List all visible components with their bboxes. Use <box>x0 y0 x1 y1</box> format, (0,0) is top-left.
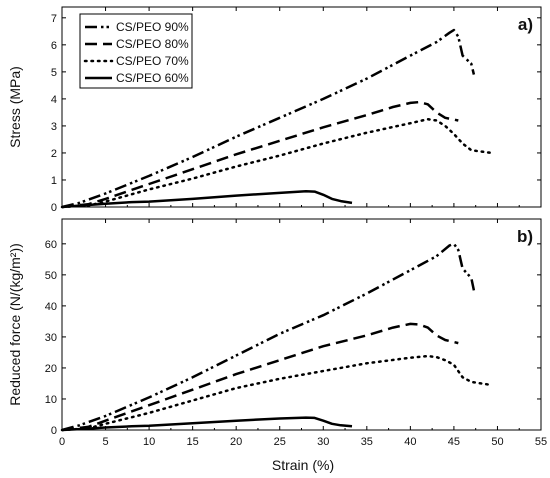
legend-entry: CS/PEO 60% <box>116 71 189 85</box>
panel-a: 0 1 2 3 4 5 6 7 Stress (MPa) a) CS/PEO 90% CS/PEO 8… <box>7 6 542 214</box>
x-tick-label: 15 <box>187 436 199 448</box>
y-tick-label: 50 <box>45 270 57 282</box>
x-tick-label: 10 <box>143 436 155 448</box>
panel-b: 0 5 10 15 20 25 30 35 40 45 50 55 0 10 20 30 40 50 60 Reduc… <box>7 218 547 448</box>
y-tick-label: 2 <box>51 148 57 160</box>
y-tick-label: 4 <box>51 94 57 106</box>
y-tick-label: 7 <box>51 13 57 25</box>
x-axis-label: Strain (%) <box>272 457 334 473</box>
y-tick-label: 30 <box>45 332 57 344</box>
y-axis-label: Reduced force (N/(kg/m²)) <box>7 243 23 406</box>
y-tick-label: 60 <box>45 239 57 251</box>
legend-entry: CS/PEO 90% <box>116 20 189 34</box>
x-tick-label: 25 <box>274 436 286 448</box>
y-tick-label: 10 <box>45 394 57 406</box>
x-tick-label: 50 <box>491 436 503 448</box>
x-tick-label: 30 <box>317 436 329 448</box>
legend-entry: CS/PEO 80% <box>116 37 189 51</box>
x-tick-label: 45 <box>448 436 460 448</box>
y-tick-label: 1 <box>51 175 57 187</box>
panel-label: b) <box>517 227 533 246</box>
series-line-cs-peo-80 <box>61 100 459 209</box>
series-line-cs-peo-60 <box>61 190 353 209</box>
x-tick-label: 0 <box>59 436 65 448</box>
y-tick-label: 3 <box>51 121 57 133</box>
x-tick-label: 20 <box>230 436 242 448</box>
y-tick-label: 0 <box>51 425 57 437</box>
series-line-cs-peo-60 <box>61 416 353 432</box>
legend-entry: CS/PEO 70% <box>116 54 189 68</box>
series-line-cs-peo-90 <box>61 28 476 209</box>
panel-label: a) <box>518 15 533 34</box>
y-tick-label: 0 <box>51 202 57 214</box>
series-line-cs-peo-80 <box>61 322 459 432</box>
y-tick-label: 20 <box>45 363 57 375</box>
x-tick-label: 5 <box>102 436 108 448</box>
x-tick-label: 40 <box>404 436 416 448</box>
y-tick-label: 40 <box>45 301 57 313</box>
y-tick-label: 6 <box>51 40 57 52</box>
series-line-cs-peo-70 <box>60 117 493 209</box>
series-line-cs-peo-90 <box>61 242 476 432</box>
y-tick-label: 5 <box>51 67 57 79</box>
x-tick-label: 35 <box>361 436 373 448</box>
y-axis-label: Stress (MPa) <box>7 66 23 148</box>
legend: CS/PEO 90% CS/PEO 80% CS/PEO 70% CS/PEO 60% <box>79 13 193 89</box>
legend-box <box>79 13 193 89</box>
series-line-cs-peo-70 <box>60 354 493 432</box>
x-tick-label: 55 <box>535 436 547 448</box>
